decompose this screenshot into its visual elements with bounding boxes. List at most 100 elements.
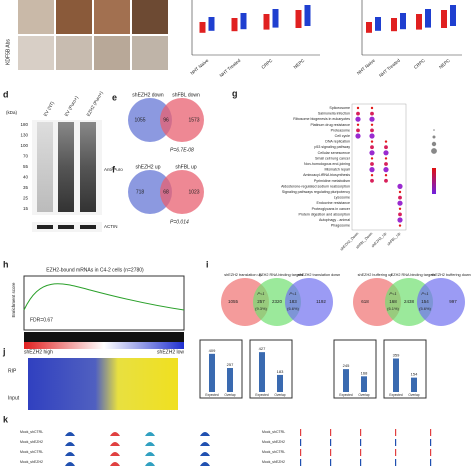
- dot: [370, 145, 374, 150]
- peak: [200, 452, 210, 456]
- lane-label: EZH2 (Puro+): [86, 90, 105, 117]
- track-label: Mock_shEZH2: [20, 440, 43, 444]
- column-label: shFBL_Up: [387, 232, 402, 247]
- dot: [370, 174, 374, 177]
- ihc-tile: [94, 36, 130, 70]
- peak: [360, 449, 362, 456]
- p-value: P=0.014: [170, 219, 189, 225]
- bar-category: Overlap: [274, 393, 285, 397]
- peak: [430, 459, 432, 466]
- count: 154: [421, 299, 429, 304]
- percent: (9.3%): [255, 306, 267, 311]
- bar-value: 183: [277, 369, 284, 374]
- panel-label: f: [112, 164, 116, 174]
- peak: [65, 462, 75, 466]
- count: 257: [257, 299, 265, 304]
- count: 1573: [188, 117, 199, 123]
- ihc-tile: [18, 36, 54, 70]
- bar-category: Expected: [205, 393, 219, 397]
- dot: [384, 157, 388, 160]
- bar-category: Overlap: [358, 393, 369, 397]
- lane-label: EV (Puro+): [64, 95, 80, 117]
- set-label: shEZH2 translation down: [298, 273, 340, 277]
- box: [208, 17, 215, 31]
- set-label: shFBL down: [172, 92, 200, 98]
- track-label: Mock_shCTRL: [20, 450, 43, 454]
- box: [416, 14, 422, 30]
- box: [375, 17, 381, 31]
- frame: [383, 339, 427, 399]
- track-label: Mock_shCTRL: [262, 450, 285, 454]
- marker-label: 35: [23, 185, 29, 190]
- count: 2320: [272, 299, 283, 304]
- panel-label: e: [112, 92, 117, 102]
- bar-category: Expected: [389, 393, 403, 397]
- term: DNA replication: [325, 140, 350, 144]
- marker-label: 55: [23, 164, 29, 169]
- dot: [398, 224, 402, 227]
- set-label: shFBL up: [175, 164, 196, 170]
- peak: [200, 432, 210, 436]
- peak: [300, 429, 302, 436]
- peak: [395, 459, 397, 466]
- dot: [355, 116, 361, 122]
- count: 1192: [316, 299, 326, 304]
- term: Small cell lung cancer: [315, 156, 351, 160]
- dot: [383, 150, 389, 156]
- dot: [369, 133, 375, 139]
- bar-value: 409: [209, 348, 216, 353]
- peak: [200, 442, 210, 446]
- count: 168: [389, 299, 397, 304]
- term: Salmonella infection: [318, 112, 350, 116]
- marker-label: 180: [20, 122, 28, 127]
- set-label: EZH2 RNA binding targets: [391, 273, 436, 277]
- set-label: shEZH2 buffering up: [358, 273, 393, 277]
- term: Cellular senescence: [318, 151, 350, 155]
- size-key: [433, 129, 435, 131]
- term: Cell cycle: [335, 134, 350, 138]
- bar: [209, 353, 215, 392]
- count: 718: [136, 189, 145, 195]
- term: Spliceosome: [329, 106, 350, 110]
- dot: [370, 111, 374, 116]
- group-label: NHT Treated: [219, 58, 242, 79]
- peak: [430, 449, 432, 456]
- band: [58, 225, 74, 229]
- count: 2438: [404, 299, 415, 304]
- dot: [384, 174, 388, 177]
- box: [400, 13, 406, 30]
- peak: [395, 429, 397, 436]
- antibody-label: Anti-Puro: [104, 167, 123, 172]
- dot: [383, 167, 389, 173]
- percent: (6.6%): [287, 306, 299, 311]
- term: Proteasome: [331, 128, 350, 132]
- size-key: [431, 141, 437, 147]
- dot: [369, 116, 375, 122]
- set-label: shEZH2 buffering down: [431, 273, 471, 277]
- term: Aminoacyl-tRNA biosynthesis: [303, 173, 350, 177]
- bar-category: Overlap: [224, 393, 235, 397]
- percent: (5.6%): [419, 306, 431, 311]
- dot: [397, 200, 403, 206]
- p-value: P<1: [289, 291, 296, 296]
- lane-label: EV (NT): [43, 100, 56, 117]
- marker-label: 70: [23, 154, 29, 159]
- track-label: Mock_shEZH2: [20, 460, 43, 464]
- count: 96: [163, 117, 169, 123]
- dot: [370, 140, 374, 143]
- set-label: shEZH2 up: [135, 164, 160, 170]
- heatmap: [28, 358, 178, 410]
- dot: [370, 123, 374, 127]
- frame: [199, 339, 243, 399]
- dot: [370, 128, 374, 133]
- lane: [80, 122, 96, 212]
- dot: [356, 128, 360, 133]
- track-label: Mock_shCTRL: [262, 430, 285, 434]
- dot: [356, 106, 360, 110]
- dot: [369, 167, 375, 173]
- term: Endocrine resistance: [316, 201, 350, 205]
- peak: [430, 439, 432, 446]
- peak: [145, 432, 155, 436]
- term: Mismatch repair: [324, 168, 350, 172]
- bar-value: 427: [259, 346, 266, 351]
